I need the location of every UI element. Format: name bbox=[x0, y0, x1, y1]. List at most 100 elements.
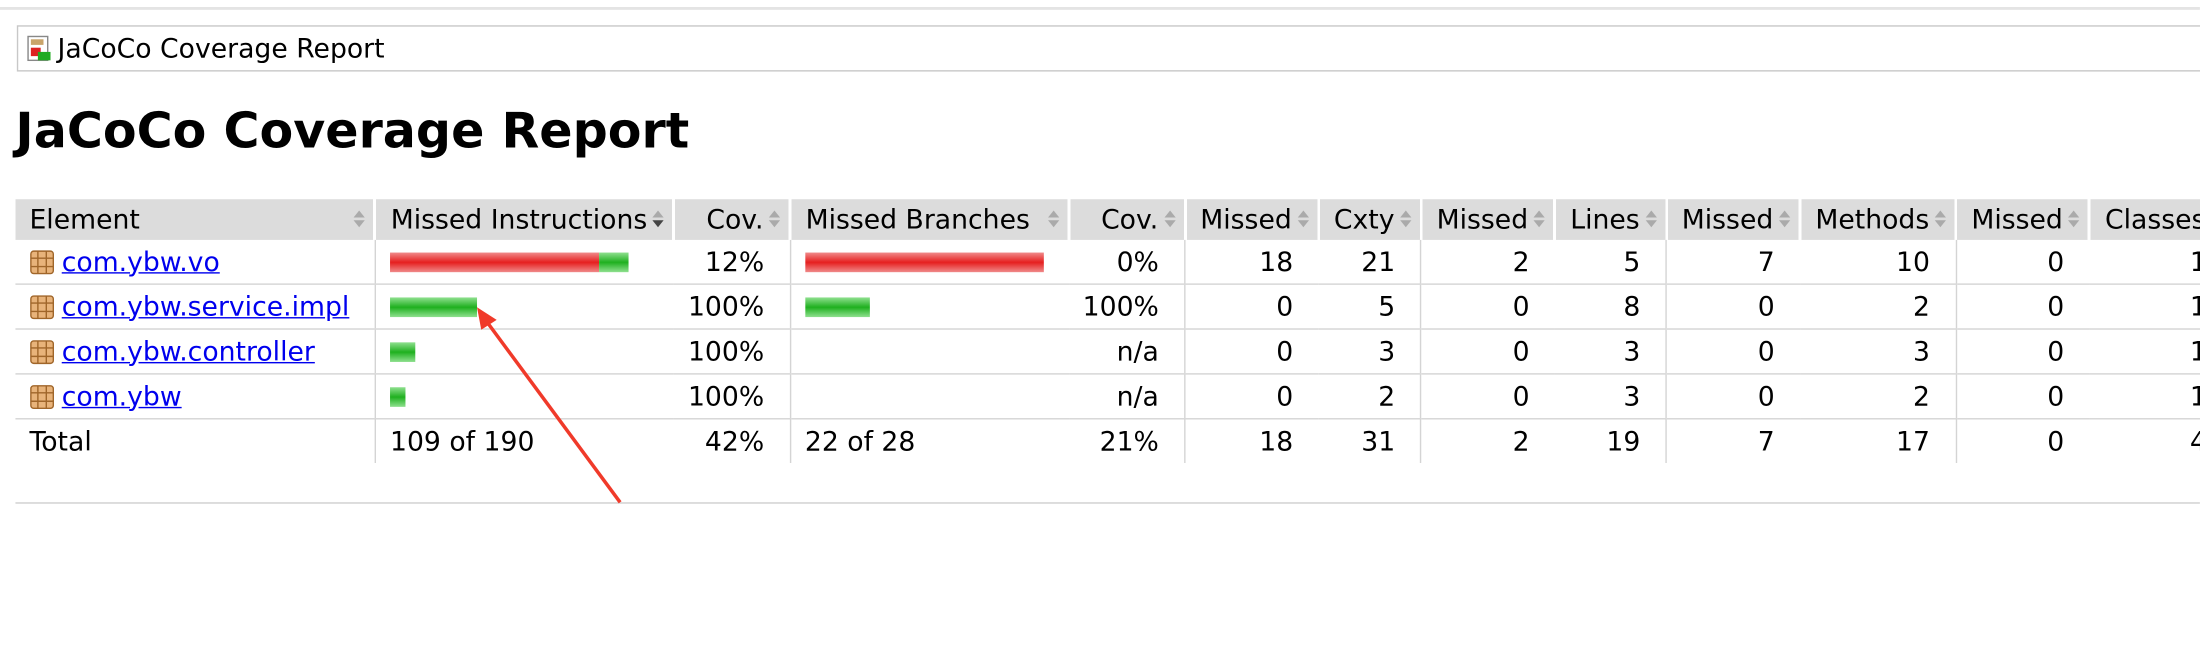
count-cell: 0 bbox=[1955, 373, 2090, 420]
count-cell: 18 bbox=[1184, 239, 1319, 285]
instructions-bar-cell bbox=[374, 284, 674, 330]
covered-bar bbox=[390, 341, 416, 362]
column-header[interactable]: Methods bbox=[1799, 199, 1958, 240]
sort-indicator bbox=[1778, 210, 1791, 228]
column-header-label: Missed bbox=[1681, 204, 1774, 236]
sort-indicator bbox=[1047, 210, 1059, 228]
column-header[interactable]: Cxty bbox=[1318, 199, 1423, 240]
count-cell: 21 bbox=[1318, 239, 1422, 285]
column-header[interactable]: Cov. bbox=[673, 199, 792, 240]
count-cell: 3 bbox=[1554, 373, 1667, 420]
column-header[interactable]: Missed bbox=[1955, 199, 2091, 240]
package-link[interactable]: com.ybw bbox=[61, 380, 182, 412]
column-header[interactable]: Missed bbox=[1184, 199, 1320, 240]
total-label: Total bbox=[29, 425, 92, 457]
count-cell: 1 bbox=[2089, 239, 2200, 285]
branches-bar-cell bbox=[789, 329, 1069, 375]
package-icon bbox=[30, 384, 55, 409]
instructions-coverage: 100% bbox=[673, 284, 791, 330]
element-cell: com.ybw bbox=[15, 373, 376, 420]
count-cell: 0 bbox=[1955, 329, 2090, 375]
count-cell: 3 bbox=[1554, 329, 1667, 375]
column-header-label: Cov. bbox=[1101, 204, 1159, 236]
count-cell: 2 bbox=[1420, 239, 1555, 285]
branches-coverage: 100% bbox=[1068, 284, 1185, 330]
covered-bar bbox=[390, 296, 477, 317]
count-cell: 0 bbox=[1955, 239, 2090, 285]
sort-indicator bbox=[354, 210, 366, 228]
count-cell: 2 bbox=[1318, 373, 1422, 420]
instructions-coverage: 100% bbox=[673, 329, 791, 375]
covered-bar bbox=[804, 296, 870, 317]
column-header[interactable]: Lines bbox=[1554, 199, 1668, 240]
count-cell: 2 bbox=[1799, 373, 1956, 420]
count-cell: 0 bbox=[1420, 284, 1555, 330]
package-icon bbox=[30, 249, 55, 274]
column-header-label: Cov. bbox=[706, 204, 764, 236]
breadcrumb: JaCoCo Coverage Report bbox=[16, 25, 2200, 72]
instructions-bar-cell bbox=[374, 239, 674, 285]
column-header[interactable]: Element bbox=[15, 199, 377, 240]
package-link[interactable]: com.ybw.controller bbox=[61, 336, 315, 367]
count-cell: 3 bbox=[1318, 329, 1422, 375]
package-link[interactable]: com.ybw.service.impl bbox=[61, 291, 350, 322]
total-branches-coverage: 21% bbox=[1099, 425, 1159, 457]
element-cell: com.ybw.service.impl bbox=[15, 284, 376, 330]
count-cell: 0 bbox=[1184, 329, 1319, 375]
branches-coverage: n/a bbox=[1068, 329, 1185, 375]
count-cell: 0 bbox=[1420, 373, 1555, 420]
sort-indicator bbox=[1163, 210, 1176, 228]
count-cell: 5 bbox=[1554, 239, 1667, 285]
count-cell: 0 bbox=[1955, 284, 2090, 330]
column-header[interactable]: Missed bbox=[1420, 199, 1557, 240]
column-header-label: Lines bbox=[1570, 204, 1640, 236]
total-count: 7 bbox=[1665, 418, 1800, 463]
header-row: Element Missed Instructions Cov. Missed Bra… bbox=[15, 199, 2200, 240]
column-header[interactable]: Cov. bbox=[1068, 199, 1187, 240]
report-icon bbox=[27, 35, 51, 61]
total-count: 31 bbox=[1361, 425, 1396, 457]
column-header[interactable]: Classes bbox=[2089, 199, 2200, 240]
branches-coverage: n/a bbox=[1068, 373, 1185, 420]
column-header[interactable]: Missed Instructions bbox=[374, 199, 676, 240]
package-link[interactable]: com.ybw.vo bbox=[61, 246, 220, 278]
count-cell: 1 bbox=[2089, 373, 2200, 420]
sort-indicator bbox=[1934, 210, 1947, 228]
total-count: 17 bbox=[1896, 425, 1930, 457]
instructions-coverage: 12% bbox=[673, 239, 791, 285]
column-header-label: Missed bbox=[1971, 204, 2063, 236]
column-header-label: Methods bbox=[1815, 204, 1930, 236]
count-cell: 0 bbox=[1665, 329, 1800, 375]
total-count: 0 bbox=[1955, 418, 2090, 463]
column-header-label: Missed Branches bbox=[805, 204, 1030, 236]
column-header-label: Missed bbox=[1436, 204, 1529, 236]
sort-indicator bbox=[652, 210, 665, 228]
count-cell: 0 bbox=[1665, 284, 1800, 330]
element-cell: com.ybw.controller bbox=[15, 329, 376, 375]
missed-bar bbox=[804, 251, 1044, 272]
breadcrumb-title[interactable]: JaCoCo Coverage Report bbox=[57, 32, 385, 64]
instructions-bar-cell bbox=[374, 373, 674, 420]
sort-indicator bbox=[1533, 210, 1545, 228]
sort-indicator bbox=[2068, 210, 2080, 228]
column-header[interactable]: Missed Branches bbox=[789, 199, 1071, 240]
branches-bar-cell bbox=[789, 284, 1069, 330]
count-cell: 5 bbox=[1318, 284, 1422, 330]
sort-indicator bbox=[769, 210, 781, 228]
covered-bar bbox=[599, 251, 629, 272]
count-cell: 1 bbox=[2089, 329, 2200, 375]
count-cell: 8 bbox=[1554, 284, 1667, 330]
package-icon bbox=[30, 339, 55, 364]
count-cell: 1 bbox=[2089, 284, 2200, 330]
column-header-label: Cxty bbox=[1333, 204, 1395, 236]
total-count: 2 bbox=[1420, 418, 1555, 463]
covered-bar bbox=[390, 386, 406, 407]
sort-indicator bbox=[1400, 210, 1412, 228]
count-cell: 3 bbox=[1799, 329, 1956, 375]
column-header[interactable]: Missed bbox=[1665, 199, 1802, 240]
